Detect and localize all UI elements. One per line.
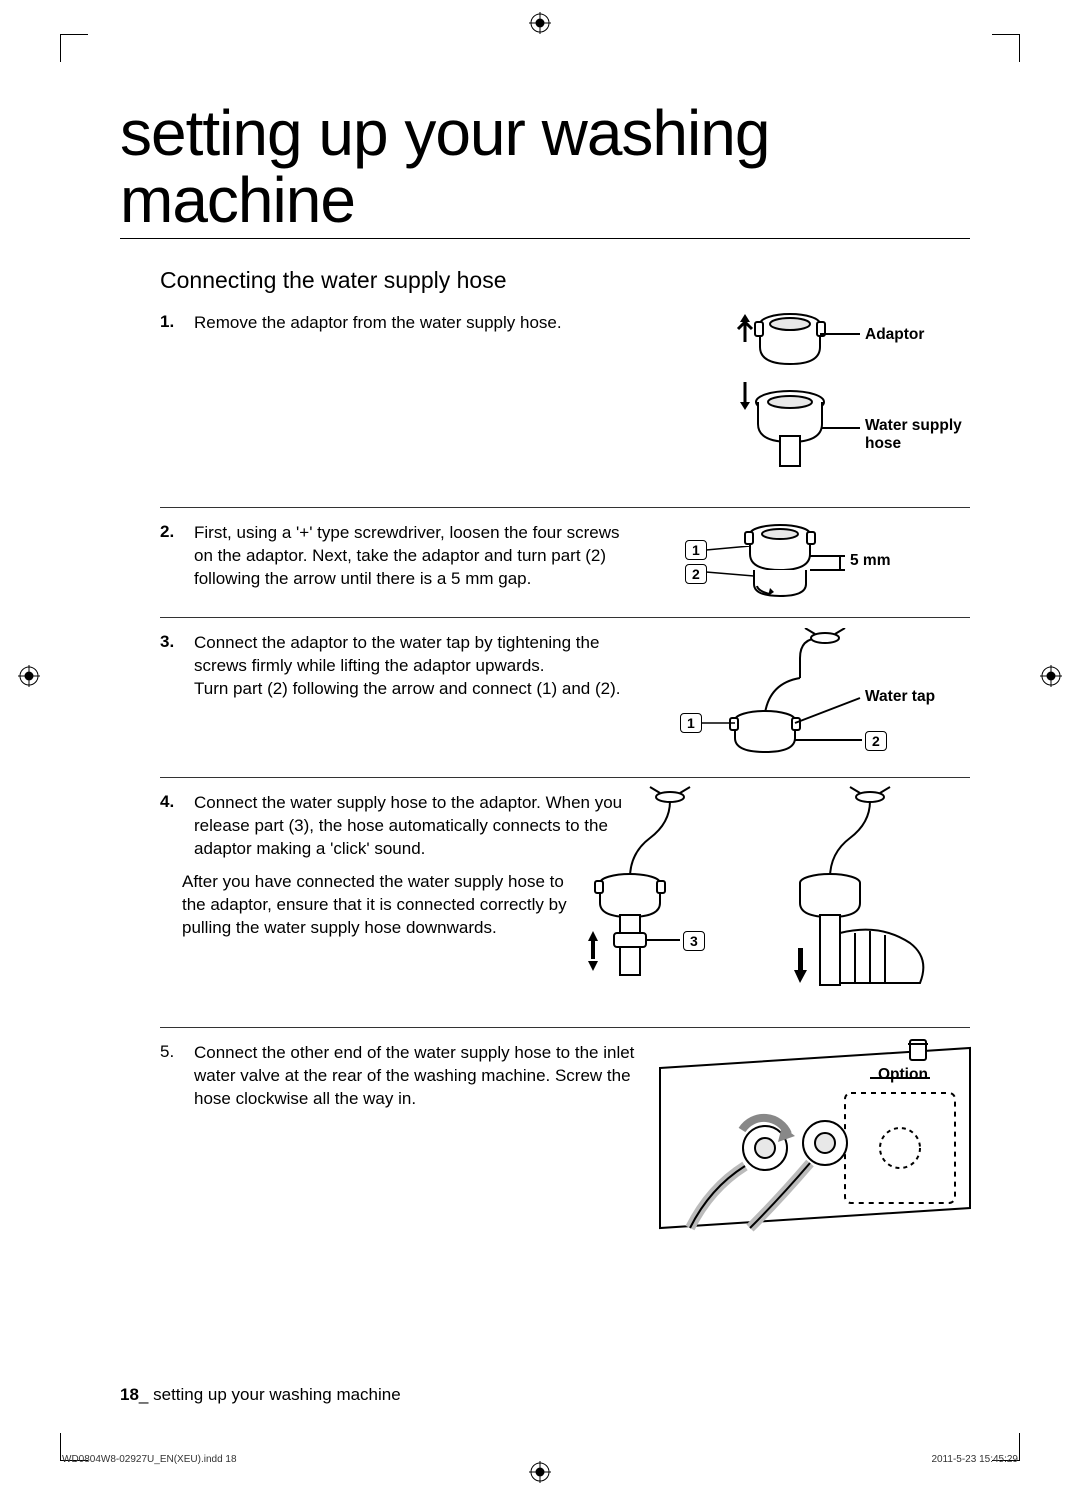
step-note: After you have connected the water suppl… (182, 871, 592, 940)
callout-2: 2 (865, 731, 887, 751)
registration-mark-icon (529, 12, 551, 34)
label-water-supply-hose: Water supply hose (865, 417, 975, 453)
figure-hose-click: 3 (570, 783, 980, 1013)
crop-mark (992, 34, 1020, 62)
step-number: 2. (160, 522, 194, 591)
step-text: Connect the adaptor to the water tap by … (194, 632, 639, 701)
registration-mark-icon (18, 665, 40, 687)
step-number: 1. (160, 312, 194, 335)
registration-mark-icon (529, 1461, 551, 1483)
step-2: 2. First, using a '+' type screwdriver, … (160, 507, 970, 617)
label-adaptor: Adaptor (865, 326, 924, 344)
registration-mark-icon (1040, 665, 1062, 687)
step-4: 4. Connect the water supply hose to the … (160, 777, 970, 1027)
callout-1: 1 (685, 540, 707, 560)
step-1: 1. Remove the adaptor from the water sup… (160, 312, 970, 507)
page-footer: 18_ setting up your washing machine (120, 1385, 401, 1405)
figure-tap-connect: 1 2 Water tap (670, 628, 950, 768)
step-text: Remove the adaptor from the water supply… (194, 312, 639, 335)
section-heading: Connecting the water supply hose (160, 267, 970, 294)
page-title: setting up your washing machine (120, 100, 970, 239)
callout-3: 3 (683, 931, 705, 951)
step-text: Connect the other end of the water suppl… (194, 1042, 639, 1111)
figure-inlet-valve: Option (650, 1038, 980, 1238)
footer-section: setting up your washing machine (153, 1385, 401, 1404)
figure-adaptor-hose: Adaptor Water supply hose (660, 302, 970, 502)
step-number: 5. (160, 1042, 194, 1111)
imprint-timestamp: 2011-5-23 15:45:29 (931, 1454, 1018, 1465)
crop-mark (60, 34, 88, 62)
step-5: 5. Connect the other end of the water su… (160, 1027, 970, 1247)
label-water-tap: Water tap (865, 688, 935, 706)
page-number: 18 (120, 1385, 139, 1404)
label-5mm: 5 mm (850, 552, 891, 570)
step-3: 3. Connect the adaptor to the water tap … (160, 617, 970, 777)
label-option: Option (878, 1066, 928, 1084)
callout-2: 2 (685, 564, 707, 584)
imprint-filename: WD0804W8-02927U_EN(XEU).indd 18 (62, 1454, 237, 1465)
footer-separator: _ (139, 1385, 153, 1404)
callout-1: 1 (680, 713, 702, 733)
step-number: 4. (160, 792, 194, 861)
step-text: First, using a '+' type screwdriver, loo… (194, 522, 639, 591)
figure-adaptor-gap: 1 2 5 mm (670, 516, 950, 606)
step-number: 3. (160, 632, 194, 701)
